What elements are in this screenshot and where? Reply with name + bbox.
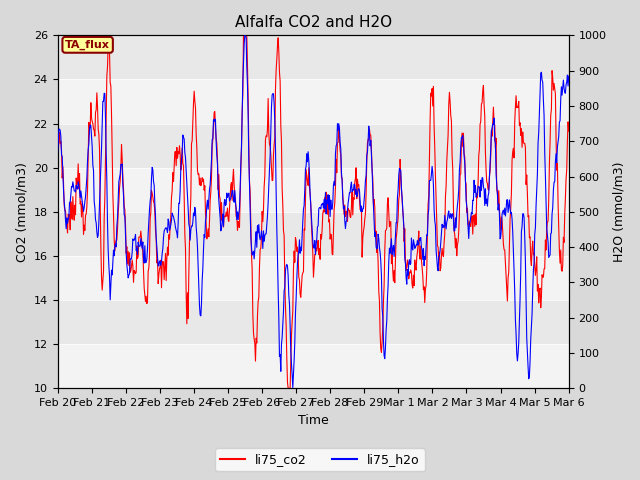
Text: TA_flux: TA_flux bbox=[65, 40, 110, 50]
Y-axis label: CO2 (mmol/m3): CO2 (mmol/m3) bbox=[15, 162, 28, 262]
Bar bbox=[58, 168, 569, 212]
Legend: li75_co2, li75_h2o: li75_co2, li75_h2o bbox=[215, 448, 425, 471]
Bar bbox=[58, 256, 569, 300]
X-axis label: Time: Time bbox=[298, 414, 328, 427]
Bar bbox=[58, 344, 569, 388]
Title: Alfalfa CO2 and H2O: Alfalfa CO2 and H2O bbox=[235, 15, 392, 30]
Bar bbox=[58, 80, 569, 123]
Y-axis label: H2O (mmol/m3): H2O (mmol/m3) bbox=[612, 162, 625, 262]
